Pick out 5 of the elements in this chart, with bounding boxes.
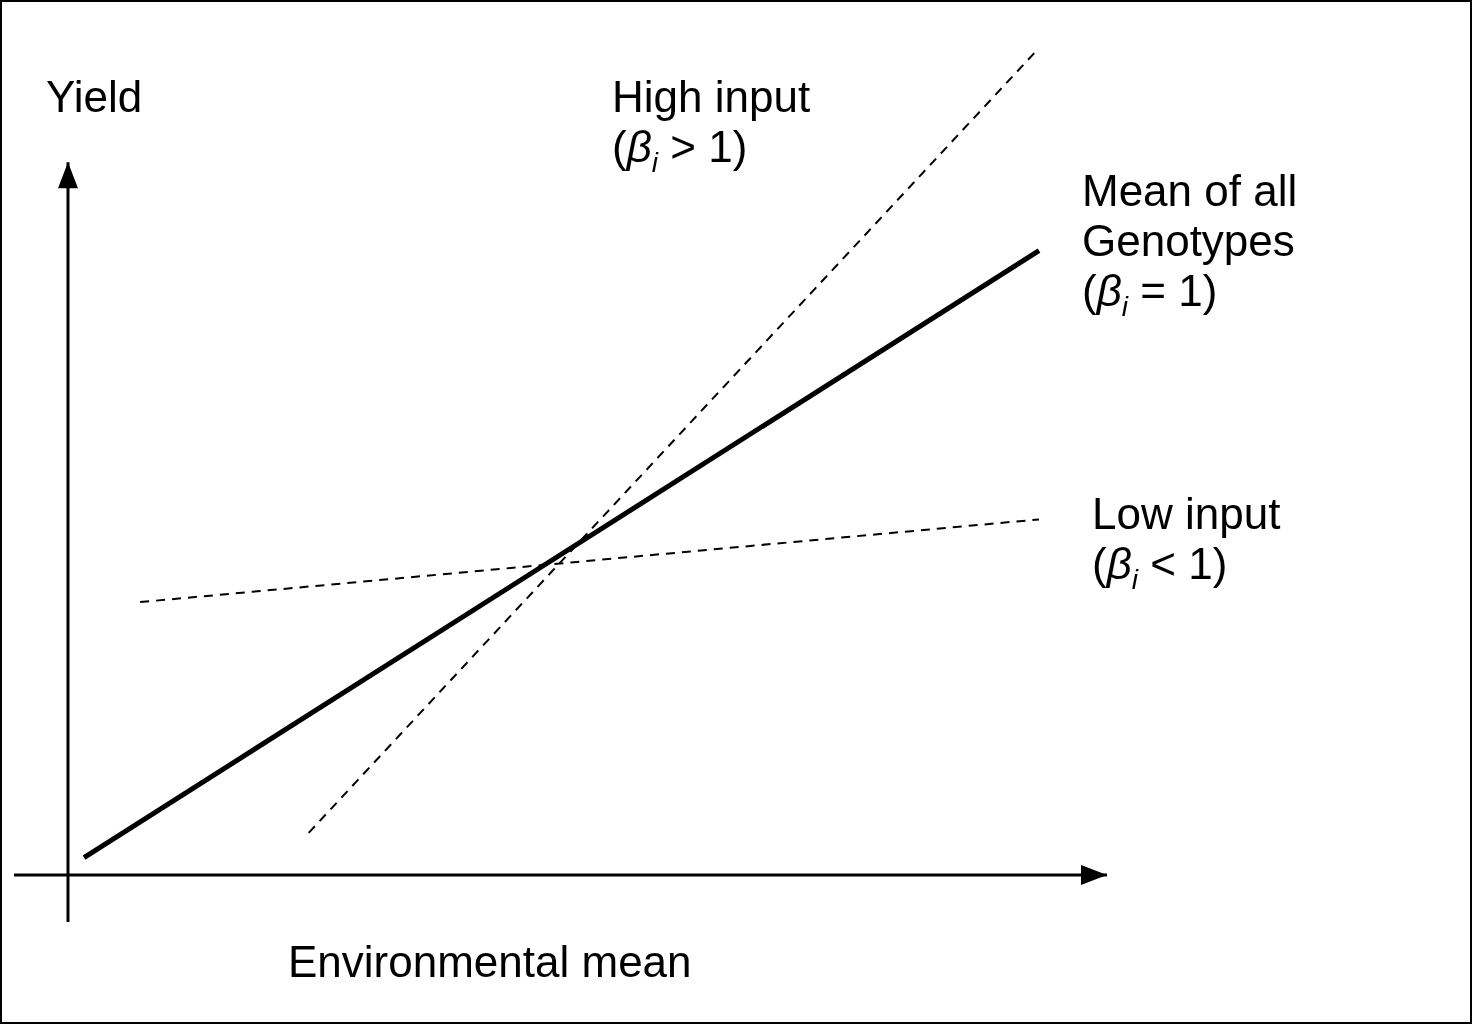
series-label: Low input (β$_{i}$ < 1) bbox=[1092, 489, 1281, 598]
x-axis-title: Environmental mean bbox=[288, 937, 692, 987]
series-label: High input (β$_{i}$ > 1) bbox=[612, 72, 811, 180]
series-label: Mean of all Genotypes (β$_{i}$ = 1) bbox=[1082, 165, 1298, 324]
y-axis-title: Yield bbox=[45, 72, 143, 122]
